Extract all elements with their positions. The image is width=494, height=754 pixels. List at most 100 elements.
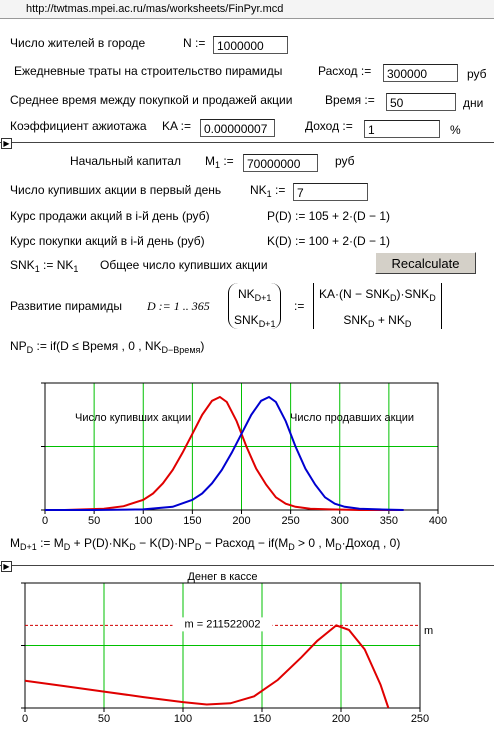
reference-label: m = 211522002: [185, 618, 261, 630]
subscript: 1: [215, 160, 221, 170]
subscript: D+1: [258, 319, 276, 329]
x-tick-label: 400: [429, 515, 447, 527]
x-tick-label: 250: [411, 713, 429, 725]
subscript: D: [288, 542, 295, 552]
vector-entry: SNKD+1: [229, 309, 280, 335]
formula: K(D) := 100 + 2·(D − 1): [267, 233, 390, 249]
subscript: 1: [73, 264, 79, 274]
input[interactable]: 300000: [383, 64, 458, 82]
line: [25, 624, 390, 709]
input[interactable]: 1: [364, 120, 440, 138]
formula-part: NK: [250, 183, 267, 197]
input[interactable]: 70000000: [243, 154, 318, 172]
formula-part: SNK: [343, 313, 368, 327]
formula-part: > 0 , M: [294, 536, 336, 550]
formula-part: − K(D)·NP: [135, 536, 195, 550]
var: N :=: [183, 36, 206, 50]
cash-chart: 0 50 100 150 200 250 Денег в кассе m m = 2115220…: [21, 571, 433, 725]
formula-part: :=: [220, 154, 234, 168]
label: Ежедневные траты на строительство пирами…: [14, 64, 283, 78]
assign: :=: [294, 299, 305, 313]
subscript: D: [390, 293, 397, 303]
input[interactable]: 7: [293, 183, 368, 201]
input[interactable]: 50: [386, 93, 456, 111]
label: Развитие пирамиды: [10, 299, 123, 313]
chart-title: Денег в кассе: [187, 571, 257, 583]
series-label: Число купивших акции: [75, 412, 191, 424]
var: Доход :=: [305, 119, 353, 133]
formula-part: P(D) := 105 + 2·(D − 1): [267, 209, 391, 223]
formula-part: M: [10, 536, 20, 550]
label: Общее число купивших акции: [100, 258, 268, 272]
subscript: D: [194, 542, 202, 552]
formula-part: ·Доход , 0): [341, 536, 401, 550]
line: [45, 395, 404, 511]
unit: руб: [467, 67, 487, 81]
var: Время :=: [325, 93, 375, 107]
subscript: D: [129, 542, 136, 552]
label: Число жителей в городе: [10, 36, 146, 50]
region-toggle[interactable]: ▶: [1, 561, 12, 572]
formula: SNK1 := NK1: [10, 257, 78, 277]
formula-part: − Расход − if(M: [201, 536, 289, 550]
subscript: 1: [266, 189, 272, 199]
x-tick-label: 250: [281, 515, 299, 527]
label: Начальный капитал: [70, 154, 181, 168]
line: [45, 395, 404, 511]
x-tick-label: 50: [98, 713, 110, 725]
subscript: D+1: [20, 542, 37, 552]
x-tick-label: 100: [134, 515, 152, 527]
x-tick-label: 150: [183, 515, 201, 527]
region-toggle[interactable]: ▶: [1, 138, 12, 149]
x-tick-label: 150: [253, 713, 271, 725]
formula-part: NP: [10, 339, 27, 353]
reference-label-bg: [172, 617, 273, 632]
formula-part: NK: [238, 287, 255, 301]
subscript: 1: [34, 264, 40, 274]
formula-part: + NK: [374, 313, 405, 327]
input[interactable]: 1000000: [213, 36, 288, 54]
subscript: D−Время: [161, 345, 201, 355]
formula-part: SNK: [234, 313, 259, 327]
formula-part: :=: [271, 183, 286, 197]
label: Число купивших акции в первый день: [10, 183, 222, 197]
y-axis-label: m: [424, 625, 433, 637]
vector-entry: KA·(N − SNKD)·SNKD: [314, 283, 441, 309]
label: Среднее время между покупкой и продажей …: [10, 93, 293, 107]
subscript: D+1: [254, 293, 272, 303]
formula-part: M: [205, 154, 215, 168]
formula-part: := NK: [39, 258, 74, 272]
address: http://twtmas.mpei.ac.ru/mas/worksheets/…: [26, 3, 284, 15]
formula: NPD := if(D ≤ Время , 0 , NKD−Время): [10, 338, 204, 358]
x-tick-label: 200: [332, 713, 350, 725]
unit: дни: [463, 96, 484, 110]
subscript: D: [26, 345, 34, 355]
address-bar: http://twtmas.mpei.ac.ru/mas/worksheets/…: [0, 0, 494, 19]
vector-right: KA·(N − SNKD)·SNKD SNKD + NKD: [313, 283, 442, 329]
x-tick-label: 300: [331, 515, 349, 527]
vector-entry: NKD+1: [229, 283, 280, 309]
separator: [0, 565, 494, 566]
formula: MD+1 := MD + P(D)·NKD − K(D)·NPD − Расхо…: [10, 535, 400, 555]
plot-border: [44, 382, 439, 511]
subscript: D: [429, 293, 436, 303]
vector-left: NKD+1 SNKD+1: [228, 283, 282, 329]
input[interactable]: 0.00000007: [200, 119, 275, 137]
x-tick-label: 200: [232, 515, 250, 527]
subscript: D: [368, 319, 375, 329]
var: Расход :=: [318, 64, 372, 78]
formula-part: := if(D ≤ Время , 0 , NK: [33, 339, 162, 353]
formula-part: )·SNK: [396, 287, 430, 301]
formula-part: K(D) := 100 + 2·(D − 1): [267, 234, 391, 248]
subscript: D: [335, 542, 342, 552]
var: KA :=: [162, 119, 192, 133]
separator: [0, 142, 494, 143]
x-tick-label: 50: [88, 515, 100, 527]
x-tick-label: 100: [174, 713, 192, 725]
recalculate-button[interactable]: Recalculate: [375, 252, 476, 274]
range: D := 1 .. 365: [147, 299, 210, 313]
var: M1 :=: [205, 153, 234, 173]
subscript: D: [404, 319, 412, 329]
unit: %: [450, 123, 461, 137]
